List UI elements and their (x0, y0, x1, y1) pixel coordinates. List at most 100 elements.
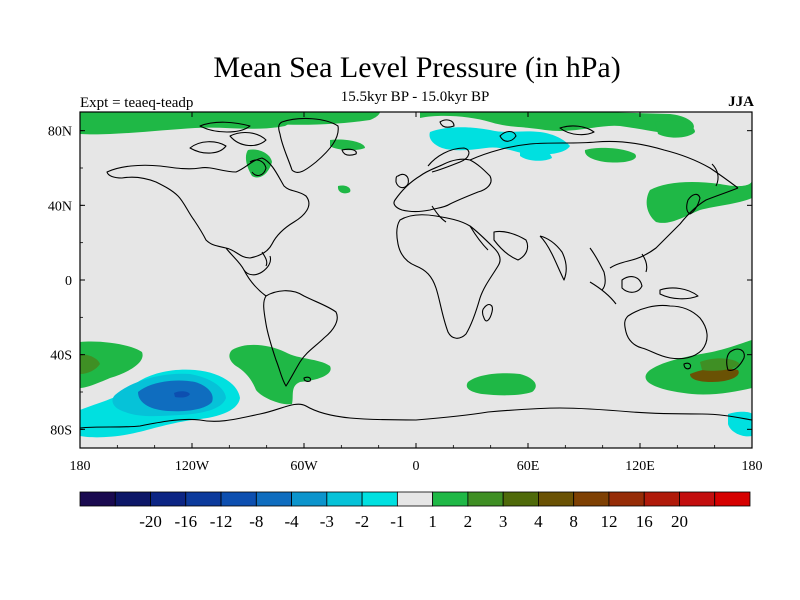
anomaly-siberia-lobe (584, 147, 636, 163)
coast-gulf-mexico (225, 247, 272, 276)
lon-tick-label: 180 (70, 459, 91, 474)
anomaly-sepac-core (174, 391, 190, 398)
colorbar-label: 2 (464, 512, 473, 531)
coast-europe (393, 158, 492, 213)
colorbar-swatch (432, 491, 469, 507)
lat-tick-label: 40N (48, 199, 72, 214)
coast-greenland (278, 117, 339, 173)
coast-madagascar (481, 303, 493, 322)
colorbar-swatch (396, 491, 434, 507)
colorbar-swatch (643, 491, 680, 507)
colorbar-label: -3 (320, 512, 334, 531)
anomaly-iceland-patch (337, 185, 351, 194)
colorbar-swatch (502, 491, 539, 507)
coast-arabia (493, 230, 529, 261)
colorbar-label: 8 (569, 512, 578, 531)
colorbar: -20 -16 -12 -8 -4 -3 -2 -1 1 2 3 4 8 12 16 20 (79, 491, 751, 531)
coast-borneo (621, 276, 643, 293)
lon-tick-label: 60E (517, 459, 540, 474)
lon-tick-label: 120E (625, 459, 655, 474)
colorbar-swatch (255, 491, 292, 507)
colorbar-swatch (291, 491, 328, 507)
coast-sumatra (589, 281, 617, 305)
coast-iceland (341, 148, 357, 156)
coast-india (539, 235, 567, 281)
coast-asia-north (469, 140, 739, 189)
colorbar-label: 20 (671, 512, 688, 531)
colorbar-swatch (185, 491, 222, 507)
coast-australia (624, 304, 708, 360)
colorbar-label: 4 (534, 512, 543, 531)
coast-novaya-zemlya (499, 130, 517, 142)
colorbar-label: -8 (249, 512, 263, 531)
coast-svalbard (439, 119, 455, 128)
coast-central-america (243, 269, 267, 297)
lat-tick-label: 80N (48, 125, 72, 140)
anomaly-southwest-pacific-core (80, 354, 100, 374)
axis-ticks (79, 112, 753, 448)
colorbar-swatch (326, 491, 363, 507)
coast-scandinavia (427, 147, 470, 173)
colorbar-swatch (220, 491, 257, 507)
colorbar-swatch (467, 491, 504, 507)
anomaly-far-east (655, 120, 695, 138)
coast-siberian-islands (559, 125, 595, 136)
anomaly-arctic-canada (80, 112, 300, 135)
coast-arctic-islands-2 (229, 131, 267, 147)
colorbar-swatch (150, 491, 187, 507)
coast-se-asia (589, 247, 606, 291)
colorbar-label: -12 (210, 512, 233, 531)
coast-arctic-islands-1 (189, 141, 227, 154)
anomaly-tasman (645, 340, 752, 395)
colorbar-swatch (573, 491, 610, 507)
coast-arctic-islands-3 (199, 121, 251, 133)
anomaly-southwest-pacific (80, 341, 143, 388)
anomaly-south-america (229, 344, 331, 405)
anomaly-northern-siberia (420, 112, 694, 135)
colorbar-swatch (538, 491, 575, 507)
lon-tick-label: 180 (742, 459, 763, 474)
season-label: JJA (728, 94, 754, 110)
coast-italy (431, 205, 447, 223)
colorbar-label: 1 (428, 512, 437, 531)
coast-florida (261, 251, 268, 267)
coast-new-guinea (659, 287, 699, 300)
anomaly-lena-patch (520, 148, 552, 161)
lat-tick-label: 80S (50, 423, 72, 438)
anomaly-tasman-core (690, 367, 739, 382)
lon-tick-label: 120W (175, 459, 210, 474)
lat-tick-label: 0 (65, 274, 72, 289)
colorbar-label: -4 (284, 512, 299, 531)
coast-falklands (303, 376, 312, 382)
anomaly-greenland-sea (330, 139, 365, 151)
coast-philippines (641, 253, 648, 273)
coast-antarctica (80, 403, 752, 429)
anomaly-tasman-mid (700, 358, 740, 371)
coast-kamchatka (711, 163, 719, 187)
experiment-label: Expt = teaeq-teadp (80, 95, 194, 111)
coast-south-america (263, 290, 338, 387)
coast-new-zealand (726, 348, 745, 371)
colorbar-label: 12 (600, 512, 617, 531)
coast-red-sea (469, 225, 489, 251)
coast-hudson-bay (249, 159, 267, 177)
coast-north-america (106, 157, 310, 259)
axis-labels: 80N 40N 0 40S 80S 180 120W 60W 0 60E 120E 180 (48, 125, 763, 474)
colorbar-swatch (608, 491, 645, 507)
colorbar-label: 3 (499, 512, 508, 531)
colorbar-swatch (679, 491, 716, 507)
coastlines (80, 117, 752, 429)
colorbar-swatch (114, 491, 151, 507)
colorbar-label: -2 (355, 512, 369, 531)
colorbar-label: -1 (390, 512, 404, 531)
coast-asia-east (609, 187, 739, 269)
colorbar-label: -20 (139, 512, 162, 531)
chart-subtitle: 15.5kyr BP - 15.0kyr BP (340, 89, 490, 105)
lat-tick-label: 40S (50, 349, 72, 364)
colorbar-swatch (714, 491, 751, 507)
coast-japan (686, 193, 701, 215)
coast-british-isles (395, 173, 409, 189)
lon-tick-label: 60W (290, 459, 318, 474)
coast-africa (396, 214, 501, 339)
